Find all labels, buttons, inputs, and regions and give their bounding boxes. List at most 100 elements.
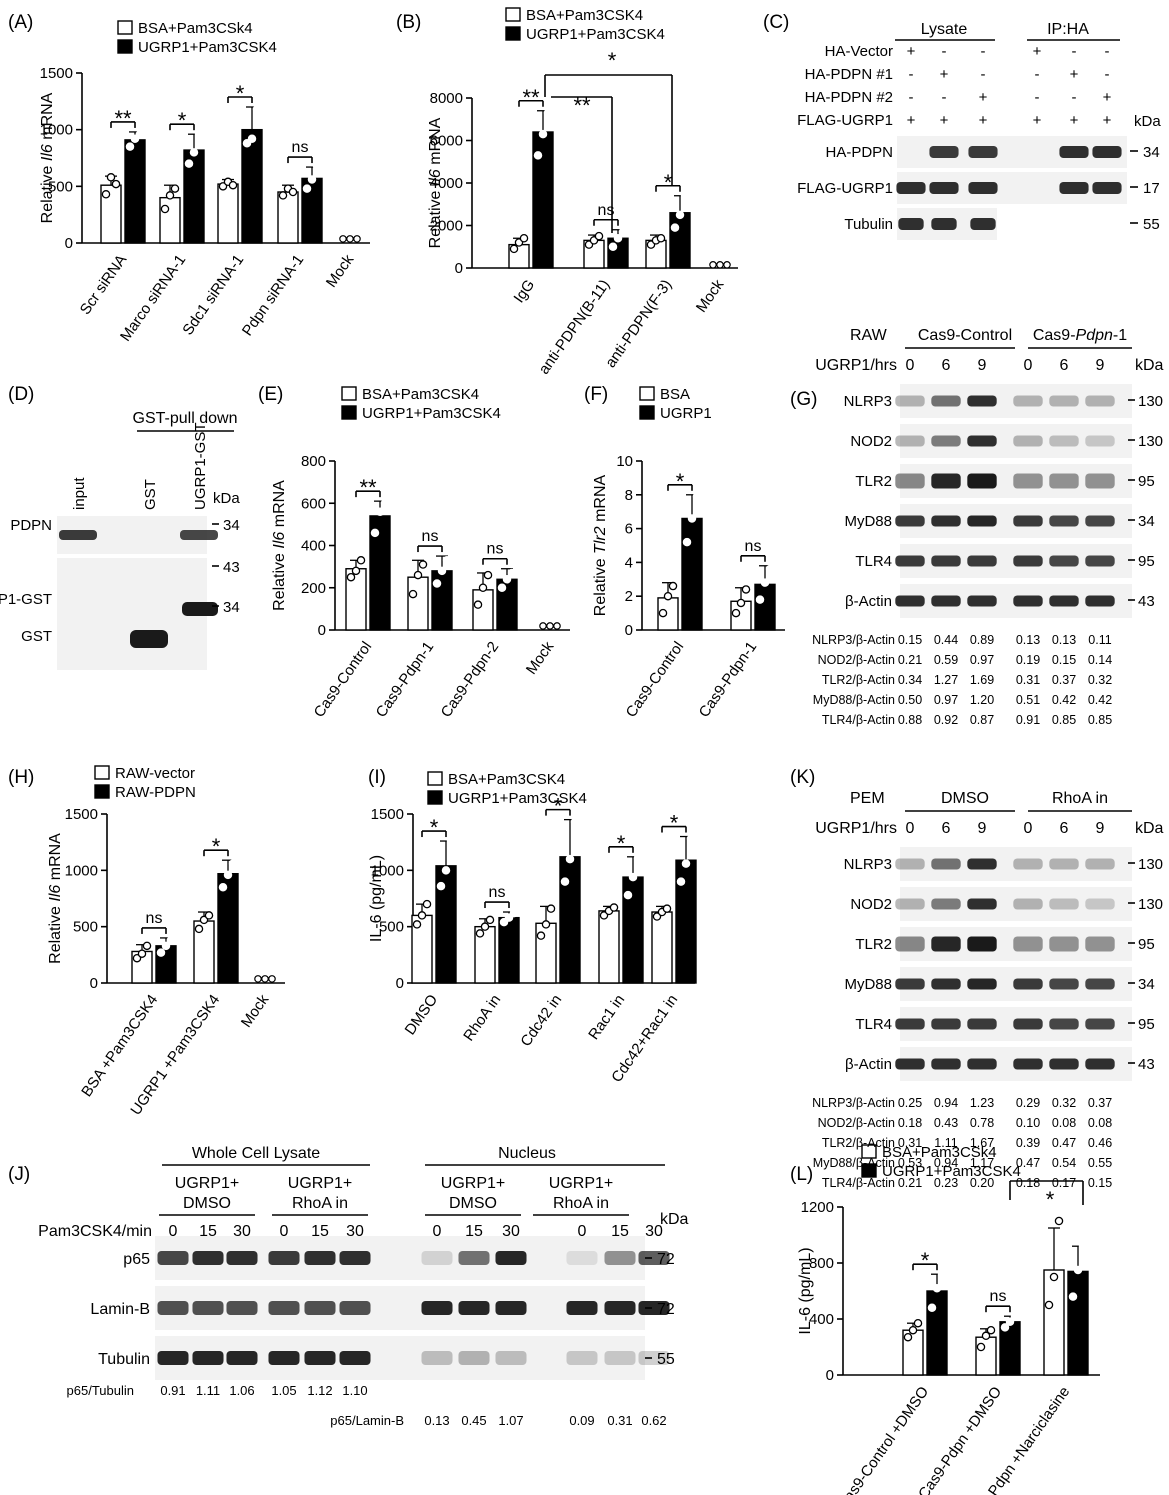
j-blot-1-band-2 (226, 1301, 258, 1315)
d-band-gst (130, 630, 168, 648)
wb-quant-k-3-0: 0.53 (898, 1156, 922, 1170)
data-point-l-0-1-2 (986, 1325, 996, 1335)
c-mark-0-1: - (942, 43, 947, 60)
data-point-b-0-0-2 (519, 233, 529, 243)
data-point-i-0-3-2 (609, 903, 619, 912)
wb-blot-k-1-band-5 (1085, 898, 1115, 910)
data-point-e-1-2-2 (507, 568, 517, 578)
d-band-label-1: UGRP1-GST (0, 591, 52, 608)
wb-quant-g-0-1: 0.44 (934, 633, 958, 647)
mock-point-h-1 (261, 975, 269, 983)
wb-blot-k-3-band-2 (967, 978, 997, 990)
legend-swatch-i-0 (427, 771, 443, 786)
wb-quant-label-k-0: NLRP3/β-Actin (812, 1096, 895, 1110)
bar-i-0-4 (651, 911, 673, 984)
y-tick-label-f-4: 8 (625, 487, 633, 504)
data-point-e-0-0-0 (346, 572, 356, 582)
wb-blot-g-3-band-5 (1085, 515, 1115, 527)
data-point-i-0-1-1 (480, 922, 490, 931)
wb-kda-label-k: kDa (1135, 820, 1164, 837)
legend-swatch-a-0 (117, 20, 133, 35)
wb-time-k-2: 9 (978, 820, 987, 837)
data-point-e-1-1-1 (437, 566, 447, 576)
wb-quant-k-4-4: 0.17 (1052, 1176, 1076, 1190)
legend-swatch-b-0 (505, 7, 521, 22)
data-point-e-0-2-1 (478, 583, 488, 593)
c-mark-0-4: - (1072, 43, 1077, 60)
c-band-label-1: FLAG-UGRP1 (797, 180, 893, 197)
wb-blot-k-1-band-4 (1049, 898, 1079, 910)
y-tick-label-f-5: 10 (616, 453, 633, 470)
wb-quant-g-3-4: 0.42 (1052, 693, 1076, 707)
j-quant-nuc-5: 0.62 (641, 1413, 666, 1428)
wb-quant-k-0-5: 0.37 (1088, 1096, 1112, 1110)
panel-label-H: (H) (8, 767, 34, 788)
c-row-label-2: HA-PDPN #2 (805, 89, 893, 106)
data-point-l-1-2-2 (1078, 1241, 1088, 1251)
data-point-f-0-0-1 (663, 591, 673, 601)
data-point-a-1-3-2 (312, 161, 322, 171)
y-tick-label-f-2: 4 (625, 554, 633, 571)
data-point-l-1-2-0 (1068, 1292, 1078, 1301)
j-blot-2-band-0 (157, 1351, 189, 1365)
y-tick-label-e-1: 200 (301, 580, 326, 597)
x-tick-label-h-2: Mock (238, 991, 273, 1031)
y-axis-label-a: Relative Il6 mRNA (39, 92, 56, 223)
wb-time-k-5: 9 (1096, 820, 1105, 837)
wb-blot-g-1-band-0 (895, 435, 925, 447)
c-blot-1-band-0 (896, 182, 926, 194)
wb-blot-g-0-band-4 (1049, 395, 1079, 407)
wb-quant-k-3-3: 0.47 (1016, 1156, 1040, 1170)
j-quant-nuc-0: 0.13 (424, 1413, 449, 1428)
y-axis-label-e-part-1: Il6 (271, 532, 288, 549)
data-point-i-1-3-0 (623, 890, 633, 900)
wb-kda-g-3: 34 (1138, 513, 1155, 530)
wb-time-k-1: 6 (942, 820, 951, 837)
y-axis-label-e-part-0: Relative (271, 549, 288, 611)
wb-quant-g-1-4: 0.15 (1052, 653, 1076, 667)
data-point-i-1-1-2 (509, 908, 519, 918)
data-point-i-0-0-1 (417, 911, 427, 920)
data-point-l-0-2-0 (1044, 1300, 1054, 1310)
wb-blot-k-5-band-3 (1013, 1058, 1043, 1070)
wb-blot-g-4-band-4 (1049, 555, 1079, 567)
j-group-line1-3: UGRP1+ (549, 1175, 613, 1192)
j-band-label-0: p65 (123, 1251, 150, 1268)
c-blot-0-band-4 (1059, 146, 1089, 158)
wb-quant-g-0-3: 0.13 (1016, 633, 1040, 647)
data-point-f-1-0-0 (682, 537, 692, 547)
c-blot-1-band-2 (968, 182, 998, 194)
wb-kda-k-2: 95 (1138, 936, 1155, 953)
wb-quant-k-3-4: 0.54 (1052, 1156, 1076, 1170)
data-point-a-1-3-1 (307, 175, 317, 184)
panel-label-E: (E) (258, 384, 283, 405)
c-kda-2: 55 (1143, 216, 1160, 233)
c-band-label-2: Tubulin (844, 216, 893, 233)
wb-blot-g-1-band-2 (967, 435, 997, 447)
wb-quant-k-2-2: 1.67 (970, 1136, 994, 1150)
wb-quant-k-2-5: 0.46 (1088, 1136, 1112, 1150)
wb-quant-g-4-3: 0.91 (1016, 713, 1040, 727)
mock-point-b-2 (723, 260, 731, 269)
legend-swatch-e-1 (341, 405, 357, 420)
sig-label-b-0: ** (522, 85, 540, 110)
mock-point-b-0 (709, 260, 717, 269)
data-point-l-1-2-1 (1073, 1265, 1083, 1275)
d-kda-2: 34 (223, 599, 240, 616)
wb-band-label-g-1: NOD2 (850, 433, 892, 450)
data-point-e-1-0-0 (370, 528, 380, 538)
wb-blot-g-0-band-1 (931, 395, 961, 407)
mock-point-e-0 (539, 622, 547, 630)
legend-swatch-h-0 (94, 765, 110, 780)
legend-label-h-0: RAW-vector (115, 765, 195, 782)
data-point-i-1-2-0 (560, 877, 570, 886)
wb-time-g-1: 6 (942, 357, 951, 374)
sig-label-a-1: * (178, 108, 187, 133)
j-blot-1-band-6 (421, 1301, 453, 1315)
wb-kda-k-3: 34 (1138, 976, 1155, 993)
x-tick-label-l-0: Cas9-Control +DMSO (834, 1384, 932, 1495)
legend-swatch-f-1 (639, 405, 655, 420)
c-mark-3-0: + (907, 112, 916, 129)
c-mark-1-0: - (909, 66, 914, 83)
legend-label-l-1: UGRP1+Pam3CSK4 (882, 1163, 1021, 1180)
